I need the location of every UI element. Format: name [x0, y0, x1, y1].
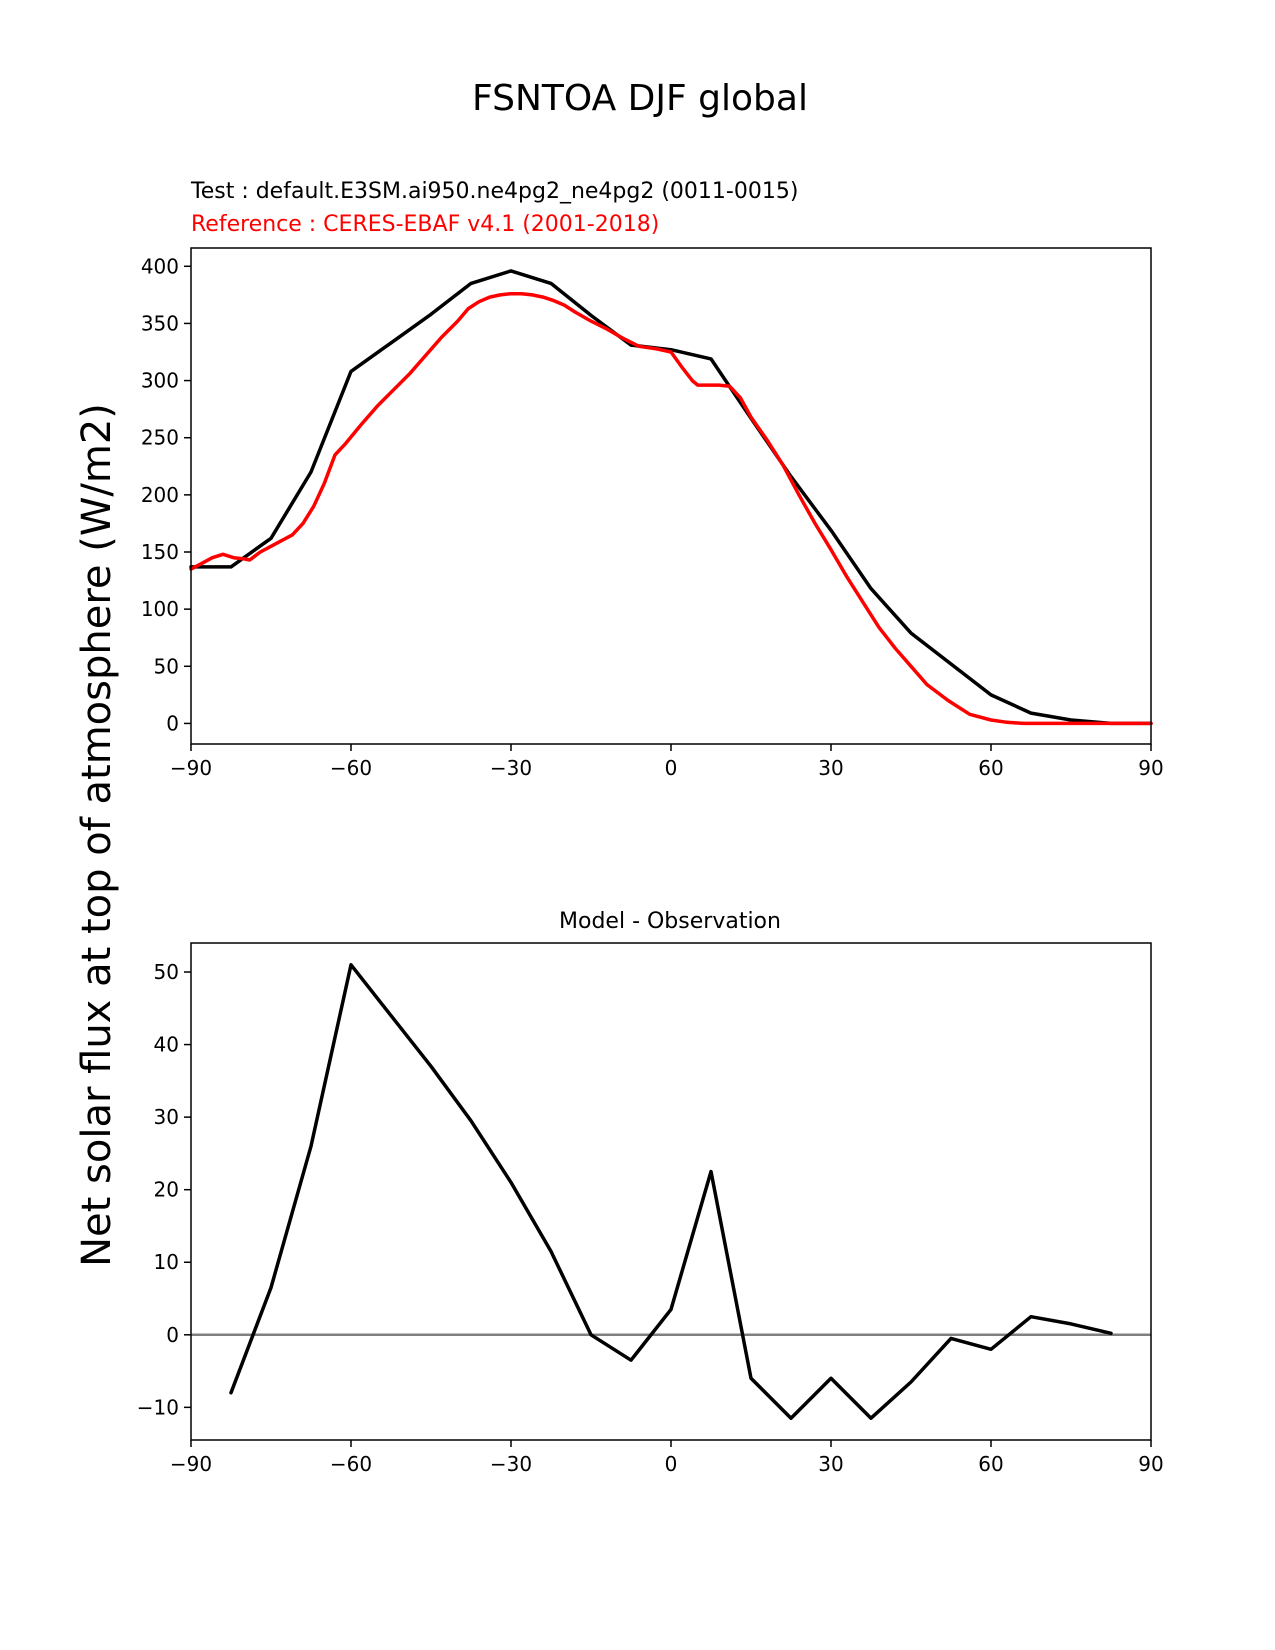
- main-panel: −90 −60 −30 0 30 60 90 0 50 100 150 200 250 300 350 400: [141, 247, 1164, 780]
- difference-panel-title: Model - Observation: [559, 909, 781, 934]
- y-tick-label: 0: [166, 1323, 179, 1347]
- x-tick-label: 30: [818, 1452, 843, 1476]
- x-tick-label: −90: [170, 1452, 212, 1476]
- reference-label: Reference : CERES-EBAF v4.1 (2001-2018): [191, 212, 659, 237]
- x-tick-label: −60: [330, 1452, 372, 1476]
- x-tick-label: −30: [490, 756, 532, 780]
- series-line-reference: [189, 291, 1153, 726]
- y-tick-label: 200: [141, 483, 179, 507]
- y-tick-label: 40: [154, 1033, 179, 1057]
- y-axis-label: Net solar flux at top of atmosphere (W/m…: [74, 403, 120, 1267]
- y-tick-label: 100: [141, 597, 179, 621]
- x-tick-label: −30: [490, 1452, 532, 1476]
- series-line-test: [189, 269, 1153, 726]
- y-tick-label: 20: [154, 1178, 179, 1202]
- axes-frame: [190, 942, 1152, 1441]
- x-tick-label: 90: [1138, 1452, 1163, 1476]
- y-tick-label: 10: [154, 1250, 179, 1274]
- x-tick-label: −90: [170, 756, 212, 780]
- y-tick-label: 0: [166, 711, 179, 735]
- series-line-model-observation: [229, 963, 1113, 1420]
- x-tick-label: 0: [665, 756, 678, 780]
- y-tick-label: 50: [154, 960, 179, 984]
- y-tick-label: 300: [141, 369, 179, 393]
- y-tick-label: 50: [154, 654, 179, 678]
- x-tick-label: 90: [1138, 756, 1163, 780]
- y-tick-label: 150: [141, 540, 179, 564]
- y-tick-label: 30: [154, 1105, 179, 1129]
- y-tick-label: 250: [141, 426, 179, 450]
- x-tick-label: 30: [818, 756, 843, 780]
- x-tick-label: −60: [330, 756, 372, 780]
- difference-panel: −90 −60 −30 0 30 60 90 −10 0 10 20 30 40 50: [137, 942, 1164, 1476]
- x-tick-label: 60: [978, 756, 1003, 780]
- test-label: Test : default.E3SM.ai950.ne4pg2_ne4pg2 …: [190, 179, 798, 204]
- axes-frame: [190, 247, 1152, 745]
- x-tick-label: 0: [665, 1452, 678, 1476]
- x-tick-label: 60: [978, 1452, 1003, 1476]
- y-tick-label: 350: [141, 311, 179, 335]
- y-tick-label: 400: [141, 254, 179, 278]
- y-tick-label: −10: [137, 1395, 179, 1419]
- figure-title: FSNTOA DJF global: [472, 78, 808, 119]
